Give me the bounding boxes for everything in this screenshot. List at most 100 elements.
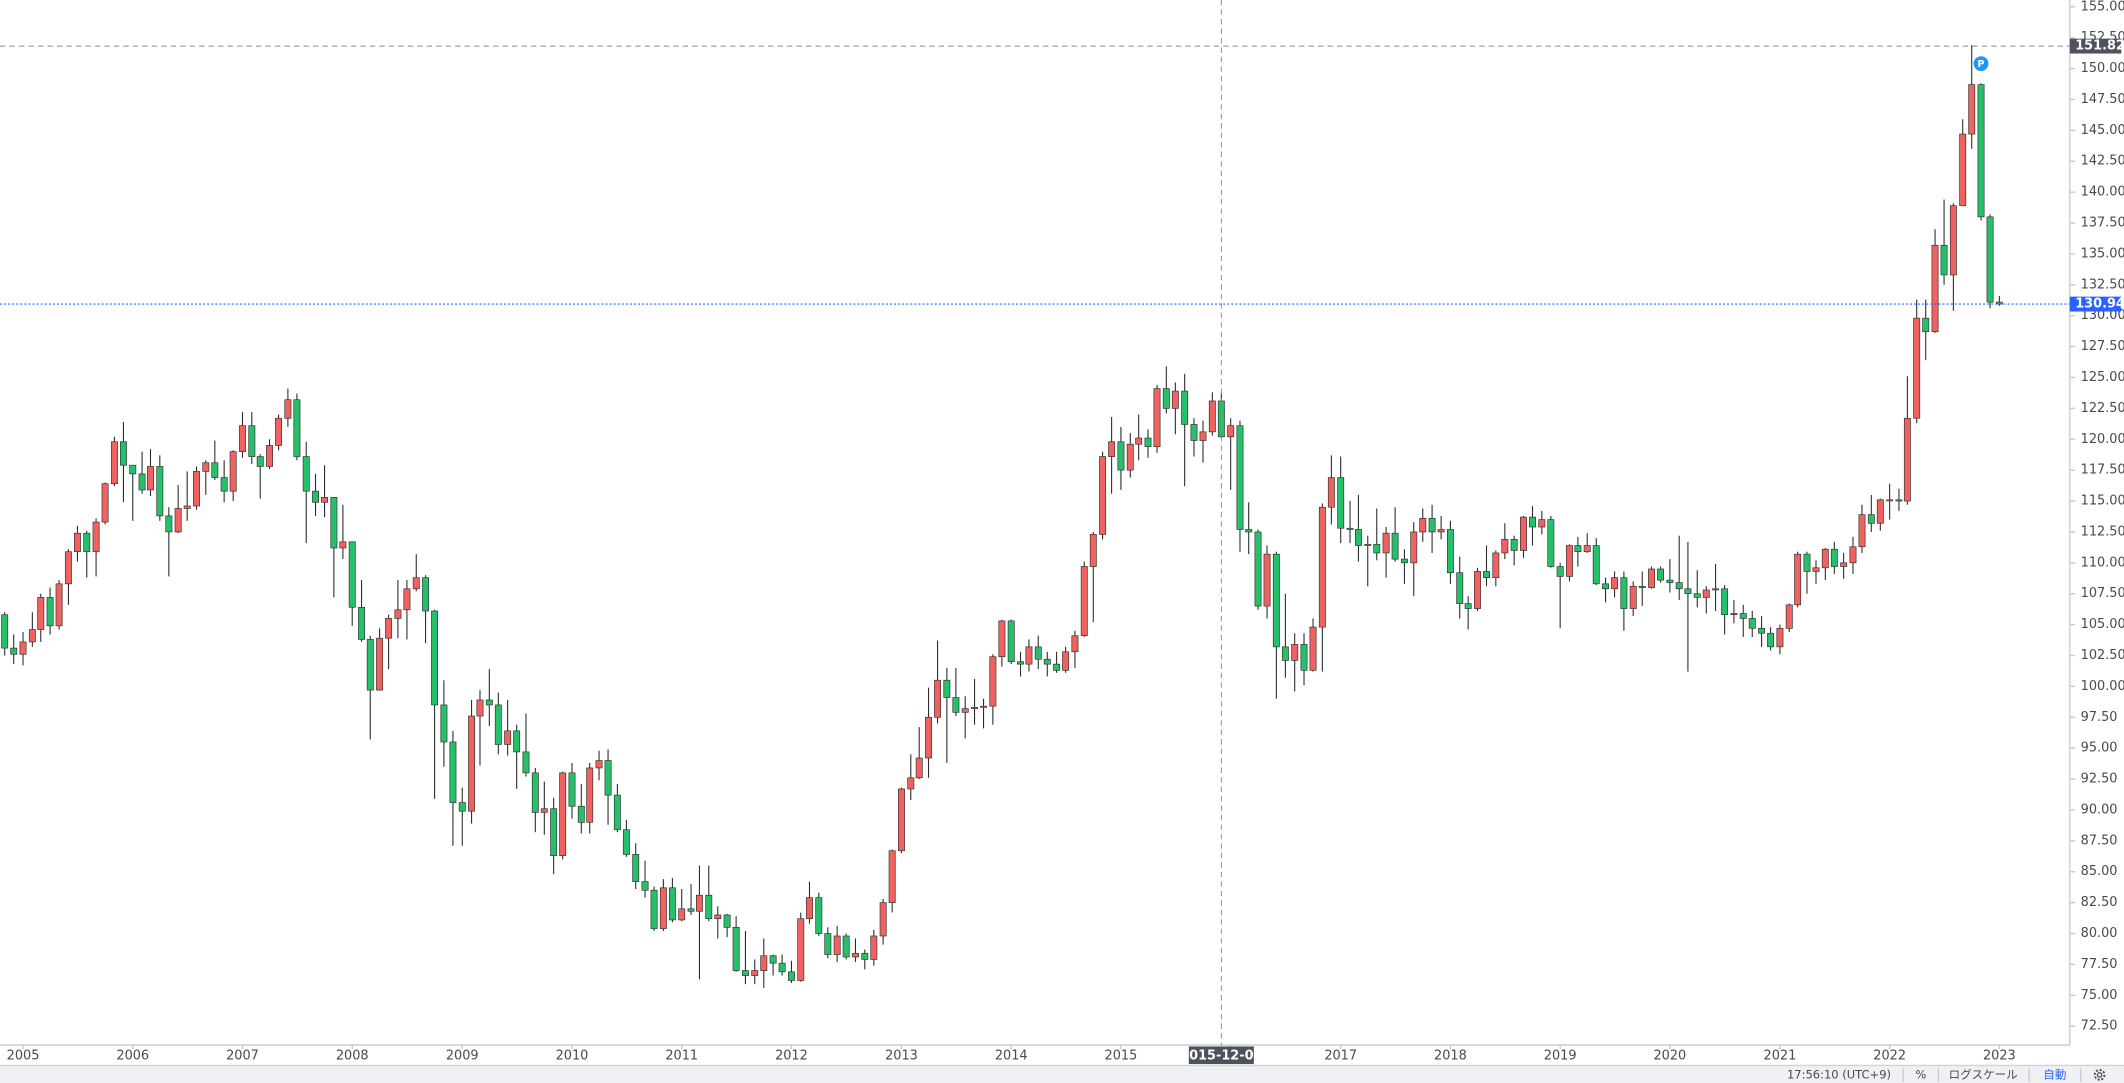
candle-body [1776, 627, 1784, 648]
candle-body [156, 466, 164, 517]
candle-body [64, 551, 72, 585]
candle-body [1071, 635, 1079, 653]
candle-body [1272, 553, 1280, 648]
candle-body [1089, 534, 1097, 567]
candle-body [1830, 548, 1838, 567]
candle-body [1675, 582, 1683, 590]
candle-body [1986, 216, 1994, 303]
candle-body [1840, 562, 1848, 567]
candle-body [925, 716, 932, 759]
candle-body [1171, 390, 1179, 409]
candle-body [1876, 499, 1884, 524]
candle-body [1638, 585, 1646, 588]
candle-body [732, 927, 740, 971]
x-tick-label: 2022 [1873, 1048, 1906, 1063]
candle-body [1400, 558, 1408, 564]
y-tick-label: 132.50 [2081, 277, 2124, 292]
candle-body [1702, 589, 1710, 598]
candle-body [1, 614, 9, 649]
candle-body [1803, 553, 1811, 572]
y-tick-label: 92.50 [2081, 772, 2118, 787]
candle-body [1117, 441, 1125, 471]
candle-body [147, 466, 154, 491]
candle-body [1053, 663, 1061, 671]
candle-body [1501, 539, 1509, 554]
x-tick-label: 2019 [1544, 1048, 1577, 1063]
candle-body [678, 908, 686, 921]
y-tick-label: 82.50 [2081, 895, 2118, 910]
candle-body [129, 464, 137, 475]
candle-body [961, 708, 969, 713]
candle-body [1821, 548, 1829, 569]
candle-body [256, 456, 264, 467]
candle-body [595, 760, 603, 769]
candle-body [604, 760, 612, 796]
candle-body [1181, 390, 1189, 425]
y-tick-label: 75.00 [2081, 988, 2118, 1003]
candle-body [705, 894, 713, 920]
candle-body [1666, 579, 1674, 583]
log-scale-toggle[interactable]: ログスケール [1949, 1067, 2018, 1081]
y-tick-label: 87.50 [2081, 833, 2118, 848]
candle-body [431, 610, 439, 706]
auto-scale-toggle[interactable]: 自動 [2043, 1067, 2066, 1081]
candle-body [1886, 499, 1894, 502]
candle-body [1391, 532, 1399, 560]
y-tick-label: 147.50 [2081, 92, 2124, 107]
candle-body [842, 935, 850, 958]
y-tick-label: 72.50 [2081, 1019, 2118, 1034]
candle-body [339, 541, 347, 549]
candle-body [952, 697, 960, 713]
y-tick-label: 140.00 [2081, 185, 2124, 200]
candle-body [787, 971, 795, 981]
candle-body [92, 521, 100, 553]
candle-body [915, 757, 923, 779]
candle-body [1227, 425, 1235, 438]
candle-body [1327, 477, 1335, 508]
candle-body [568, 772, 576, 807]
candle-body [522, 751, 530, 774]
candle-body [73, 532, 81, 553]
candle-body [741, 970, 749, 976]
candle-body [229, 451, 237, 492]
candle-body [422, 577, 430, 612]
candle-body [1712, 588, 1720, 591]
percent-toggle[interactable]: % [1915, 1067, 1926, 1081]
candle-body [943, 679, 951, 698]
settings-icon[interactable] [2093, 1069, 2106, 1081]
candle-body [1208, 400, 1216, 433]
y-tick-label: 150.00 [2081, 61, 2124, 76]
y-tick-label: 142.50 [2081, 154, 2124, 169]
x-tick-label: 2021 [1764, 1048, 1797, 1063]
candle-body [760, 955, 768, 971]
marker-label: P [1978, 59, 1985, 70]
y-tick-label: 137.50 [2081, 216, 2124, 231]
y-tick-label: 95.00 [2081, 741, 2118, 756]
candle-body [376, 637, 384, 691]
candle-body [1721, 588, 1729, 616]
candle-body [1995, 301, 2003, 305]
candle-body [659, 887, 667, 929]
candle-body [183, 505, 191, 509]
candle-body [110, 441, 118, 485]
candle-body [751, 970, 759, 976]
candle-body [1456, 572, 1464, 604]
candle-body [1190, 424, 1198, 441]
candle-body [366, 639, 374, 691]
candle-body [1300, 644, 1308, 671]
candle-body [1959, 133, 1967, 207]
x-tick-label: 2017 [1324, 1048, 1357, 1063]
candle-body [1062, 651, 1070, 671]
candle-body [1236, 425, 1244, 530]
candle-body [1007, 620, 1015, 663]
candle-body [83, 532, 91, 553]
candle-body [1043, 658, 1051, 665]
x-tick-label: 2006 [116, 1048, 149, 1063]
candle-body [714, 914, 722, 920]
candle-body [870, 935, 878, 960]
x-tick-label: 2010 [556, 1048, 589, 1063]
candle-body [1510, 539, 1518, 551]
candle-body [650, 889, 658, 929]
candle-body [266, 445, 273, 467]
